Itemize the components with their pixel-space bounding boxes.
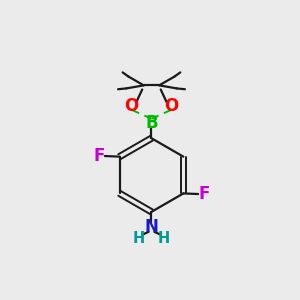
Text: O: O: [164, 97, 178, 115]
Text: O: O: [124, 97, 139, 115]
Text: H: H: [158, 231, 170, 246]
Text: N: N: [145, 218, 158, 236]
Text: B: B: [145, 114, 158, 132]
Text: F: F: [93, 147, 105, 165]
Text: F: F: [198, 185, 210, 203]
Text: H: H: [133, 231, 145, 246]
